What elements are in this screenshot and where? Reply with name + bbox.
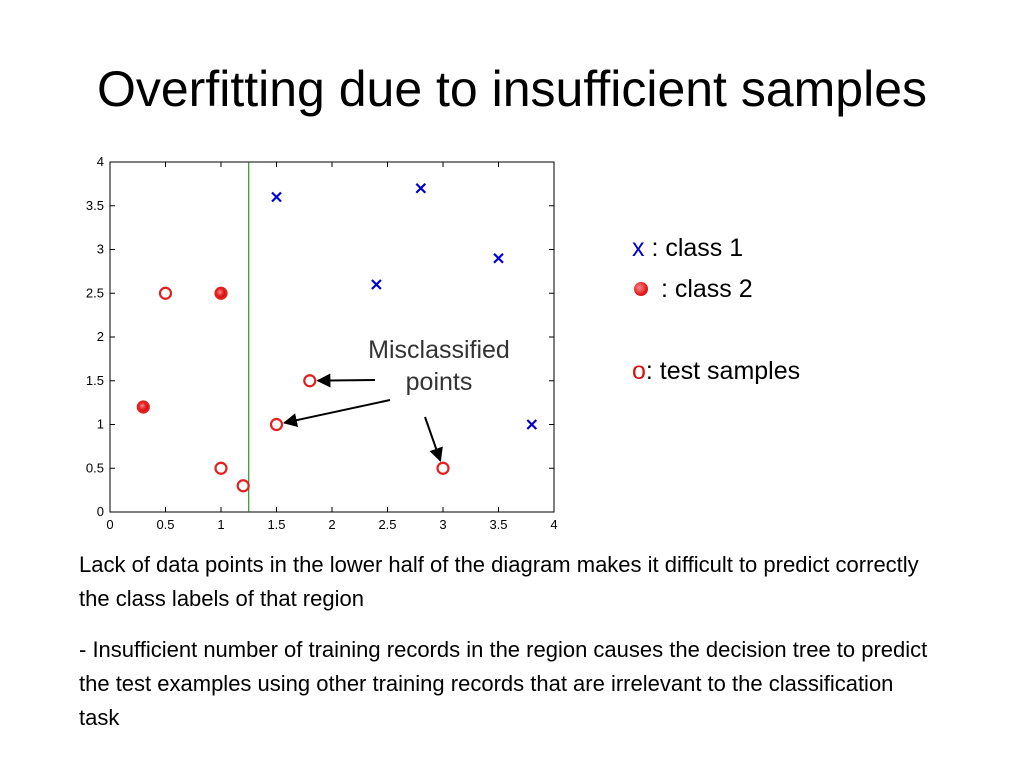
x-tick-label: 1 bbox=[217, 517, 224, 532]
y-tick-label: 2.5 bbox=[86, 285, 104, 300]
class1-point bbox=[271, 191, 282, 203]
class1-point-stroke bbox=[526, 419, 538, 430]
test-sample-point bbox=[236, 479, 250, 493]
test-sample-point bbox=[269, 417, 284, 432]
annotation-arrow bbox=[282, 399, 391, 427]
class1-point-stroke bbox=[371, 279, 382, 290]
class1-point bbox=[415, 182, 427, 194]
x-tick-label: 0.5 bbox=[156, 517, 174, 532]
y-tick-label: 1.5 bbox=[86, 373, 104, 388]
y-tick-label: 3.5 bbox=[86, 198, 104, 213]
class1-point bbox=[371, 279, 382, 290]
legend-test-label: : test samples bbox=[645, 357, 801, 385]
annotation-arrow bbox=[424, 416, 443, 463]
legend-x-symbol: x bbox=[632, 234, 645, 262]
test-sample-point bbox=[136, 400, 150, 414]
class1-point-stroke bbox=[415, 182, 427, 194]
slide-title: Overfitting due to insufficient samples bbox=[96, 61, 928, 117]
y-tick-label: 1 bbox=[97, 417, 104, 432]
legend-spacer bbox=[632, 310, 800, 351]
scatter-plot: 0 0.5 1 1.5 2 2.5 3 3.5 4 0 0.5 1 1.5 2 2.5 3 3.5 4 Miscl… bbox=[86, 154, 558, 532]
class2-point bbox=[137, 401, 149, 413]
legend-class1-label: : class 1 bbox=[644, 234, 744, 262]
test-sample-point bbox=[214, 286, 228, 300]
x-tick-label: 3.5 bbox=[489, 517, 507, 532]
test-sample-point bbox=[303, 374, 317, 388]
y-tick-label: 3 bbox=[97, 242, 104, 257]
class1-point bbox=[493, 252, 504, 264]
x-tick-label: 3 bbox=[439, 517, 446, 532]
y-tick-label: 0.5 bbox=[86, 460, 104, 475]
annotation-line-1: Misclassified bbox=[368, 336, 510, 364]
body-paragraph-2: - Insufficient number of training record… bbox=[79, 637, 928, 730]
red-dot-icon bbox=[634, 282, 648, 296]
x-tick-label: 1.5 bbox=[267, 517, 285, 532]
test-sample-point bbox=[214, 461, 228, 475]
y-tick-label: 2 bbox=[97, 329, 104, 344]
legend-row-class1: x : class 1 bbox=[632, 228, 800, 269]
annotation-line-2: points bbox=[406, 368, 473, 396]
class1-point-stroke bbox=[271, 191, 282, 203]
x-tick-label: 2 bbox=[328, 517, 335, 532]
legend-row-class2: : class 2 bbox=[632, 269, 800, 310]
legend-row-test: o: test samples bbox=[632, 351, 800, 392]
legend: x : class 1 : class 2 o: test samples bbox=[632, 228, 800, 392]
legend-class2-label: : class 2 bbox=[654, 275, 753, 303]
test-sample-point bbox=[158, 286, 173, 300]
x-tick-label: 2.5 bbox=[378, 517, 396, 532]
test-sample-point bbox=[436, 461, 450, 475]
y-tick-label: 0 bbox=[97, 504, 104, 519]
class2-point bbox=[215, 287, 227, 299]
y-tick-label: 4 bbox=[97, 154, 104, 169]
plot-frame bbox=[109, 161, 555, 513]
legend-o-symbol: o bbox=[632, 357, 646, 385]
class1-point bbox=[526, 419, 538, 430]
body-paragraph-1: Lack of data points in the lower half of… bbox=[79, 552, 919, 611]
annotation-arrow bbox=[316, 373, 376, 388]
x-tick-label: 4 bbox=[550, 517, 557, 532]
class1-point-stroke bbox=[493, 252, 504, 264]
x-tick-label: 0 bbox=[106, 517, 113, 532]
